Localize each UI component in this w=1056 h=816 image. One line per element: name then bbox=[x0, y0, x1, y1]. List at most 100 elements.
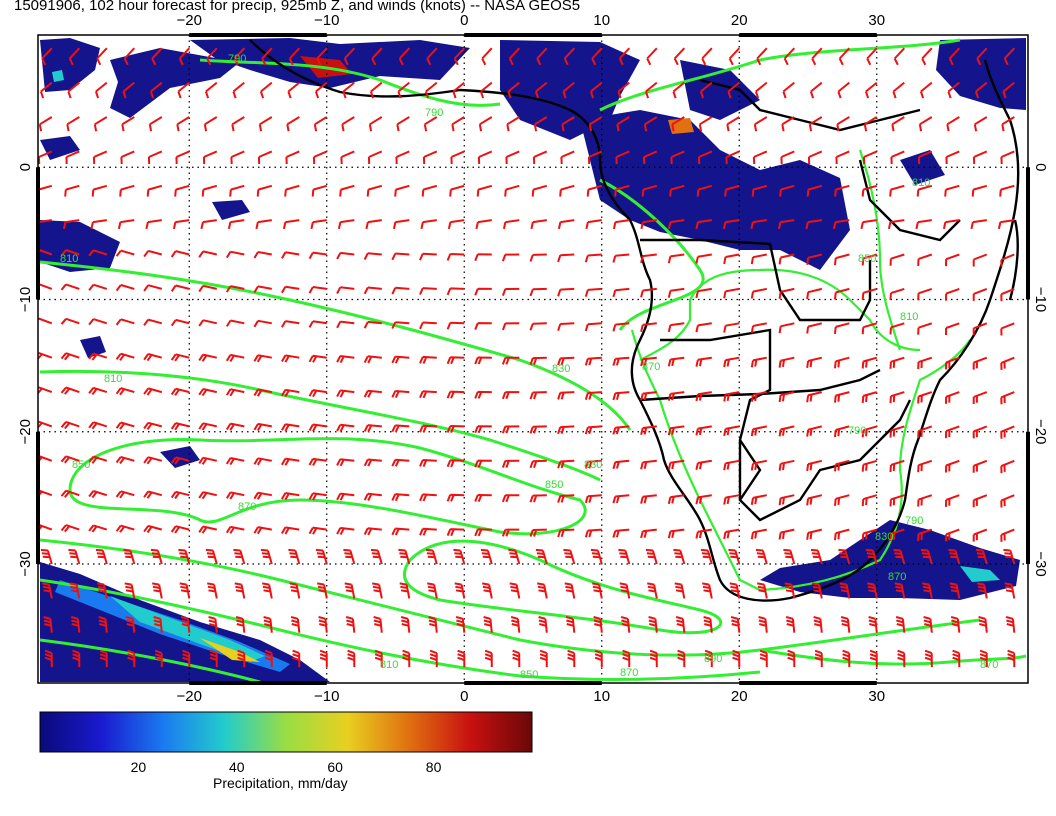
wind-barb bbox=[369, 81, 383, 99]
wind-barb bbox=[308, 457, 327, 466]
wind-barb bbox=[1000, 150, 1015, 165]
wind-barb bbox=[262, 582, 273, 599]
wind-barb bbox=[722, 219, 740, 230]
wind-barb bbox=[640, 425, 657, 436]
wind-barb bbox=[529, 253, 547, 262]
wind-barb bbox=[918, 116, 933, 132]
wind-barb bbox=[365, 219, 382, 230]
wind-barb bbox=[889, 425, 905, 438]
lon-tick-label: 30 bbox=[868, 688, 885, 705]
wind-barb bbox=[806, 391, 823, 403]
wind-barb bbox=[618, 47, 631, 66]
lat-tick-label: −10 bbox=[17, 287, 34, 312]
lat-tick-label: −30 bbox=[17, 551, 34, 576]
wind-barb bbox=[115, 284, 135, 292]
wind-barb bbox=[474, 425, 492, 434]
wind-barb bbox=[124, 582, 136, 599]
lon-tick-label: 20 bbox=[731, 688, 748, 705]
wind-barb bbox=[68, 47, 81, 66]
wind-barb bbox=[972, 459, 988, 473]
wind-barb bbox=[667, 494, 685, 505]
wind-barb bbox=[561, 116, 575, 132]
wind-barb bbox=[207, 582, 218, 599]
wind-barb bbox=[917, 356, 933, 370]
wind-barb bbox=[336, 389, 355, 398]
wind-barb bbox=[232, 81, 245, 99]
wind-barb bbox=[862, 150, 878, 165]
wind-barb bbox=[863, 116, 878, 132]
precip-area bbox=[960, 566, 1000, 582]
wind-barb bbox=[584, 253, 602, 263]
wind-barb bbox=[889, 253, 905, 266]
wind-barb bbox=[38, 150, 53, 165]
wind-barb bbox=[945, 391, 960, 404]
wind-barb bbox=[317, 582, 328, 599]
wind-barb bbox=[419, 493, 437, 502]
wind-barb bbox=[344, 582, 356, 599]
contour-label: 810 bbox=[380, 659, 398, 671]
wind-barb bbox=[391, 390, 410, 399]
wind-barb bbox=[287, 81, 300, 99]
wind-barb bbox=[425, 548, 438, 565]
wind-barb bbox=[977, 582, 988, 599]
wind-barb bbox=[308, 320, 327, 328]
wind-barb bbox=[567, 649, 576, 668]
lon-tick-label: 10 bbox=[593, 688, 610, 705]
wind-barb bbox=[373, 616, 383, 633]
wind-barb bbox=[952, 649, 961, 668]
wind-barb bbox=[640, 253, 657, 264]
wind-barb bbox=[363, 355, 382, 364]
wind-barb bbox=[726, 116, 740, 132]
wind-barb bbox=[198, 491, 218, 500]
wind-barb bbox=[750, 356, 767, 368]
precip-area bbox=[580, 110, 850, 270]
wind-barb bbox=[205, 548, 218, 565]
wind-barb bbox=[1003, 47, 1016, 66]
wind-barb bbox=[1002, 81, 1015, 99]
wind-barb bbox=[730, 616, 741, 633]
wind-barb bbox=[917, 391, 933, 404]
colorbar-tick-label: 60 bbox=[327, 759, 343, 775]
lon-tick-label: −10 bbox=[314, 12, 339, 29]
wind-barb bbox=[284, 184, 300, 197]
wind-barb bbox=[368, 116, 383, 132]
wind-barb bbox=[225, 525, 245, 534]
wind-barb bbox=[759, 649, 768, 668]
wind-barb bbox=[723, 287, 740, 299]
wind-barb bbox=[201, 184, 218, 197]
wind-barb bbox=[1000, 459, 1015, 474]
wind-barb bbox=[170, 422, 190, 431]
contour-label: 790 bbox=[425, 107, 443, 119]
wind-barb bbox=[531, 184, 548, 197]
wind-barb bbox=[778, 391, 795, 403]
wind-barb bbox=[451, 116, 465, 132]
wind-barb bbox=[728, 47, 741, 66]
wind-barb bbox=[619, 582, 631, 599]
wind-barb bbox=[419, 252, 437, 261]
wind-barb bbox=[778, 322, 795, 334]
wind-barb bbox=[861, 356, 878, 369]
wind-barb bbox=[861, 459, 878, 472]
wind-barb bbox=[501, 356, 520, 365]
wind-barb bbox=[474, 287, 492, 296]
wind-barb bbox=[695, 528, 712, 539]
wind-barb bbox=[180, 616, 191, 633]
wind-barb bbox=[1007, 649, 1016, 668]
wind-barb bbox=[667, 287, 685, 298]
wind-barb bbox=[419, 424, 437, 433]
coastlines-and-borders bbox=[249, 39, 1020, 602]
wind-barb bbox=[258, 116, 273, 132]
wind-barb bbox=[780, 150, 795, 165]
wind-barb bbox=[585, 219, 602, 230]
wind-barb bbox=[90, 219, 107, 230]
wind-barb bbox=[148, 116, 163, 132]
wind-barb bbox=[508, 47, 521, 66]
wind-barb bbox=[225, 353, 245, 363]
wind-barb bbox=[723, 425, 740, 436]
wind-barb bbox=[143, 456, 163, 465]
wind-barb bbox=[728, 548, 741, 565]
wind-barb bbox=[784, 582, 796, 599]
wind-barb bbox=[264, 649, 273, 668]
wind-barb bbox=[209, 649, 218, 668]
contour-label: 870 bbox=[620, 667, 638, 679]
